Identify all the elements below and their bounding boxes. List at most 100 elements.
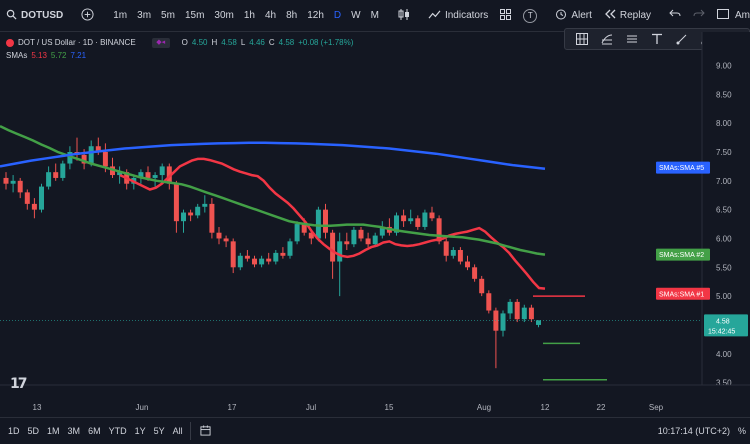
timeframe-8h[interactable]: 8h xyxy=(286,10,298,21)
candle xyxy=(450,247,456,259)
alert-button[interactable]: Alert xyxy=(549,0,598,32)
sma2-value: 5.72 xyxy=(50,51,67,60)
symbol-search[interactable]: DOTUSD xyxy=(0,0,69,32)
candle-body xyxy=(287,241,293,256)
price-tags: SMAs:SMA #5 SMAs:SMA #2 SMAs:SMA #1 4.58 15:… xyxy=(656,161,748,337)
sma-label: SMAs xyxy=(6,51,28,60)
range-ytd[interactable]: YTD xyxy=(108,426,127,436)
sma5-value: 7.21 xyxy=(70,51,87,60)
candle-body xyxy=(479,278,485,294)
timeframe-1h[interactable]: 1h xyxy=(243,10,255,21)
candle xyxy=(443,238,449,262)
range-1y[interactable]: 1Y xyxy=(134,426,146,436)
timeframe-1m[interactable]: 1m xyxy=(113,10,128,21)
candle xyxy=(181,209,186,233)
timeframe-4h[interactable]: 4h xyxy=(264,10,277,21)
sma-tag-bg xyxy=(656,161,710,174)
timeframe-M[interactable]: M xyxy=(370,10,379,21)
rewind-icon xyxy=(604,9,616,22)
indicators-button[interactable]: Indicators xyxy=(422,0,494,32)
grid-lock-icon[interactable] xyxy=(575,32,589,46)
candle xyxy=(202,195,208,213)
sma-tag: SMAs:SMA #1 xyxy=(656,287,710,300)
candle xyxy=(401,209,407,227)
grid-icon xyxy=(500,8,512,23)
candle-body xyxy=(472,267,478,279)
timeframe-3m[interactable]: 3m xyxy=(137,10,152,21)
candle xyxy=(60,160,66,181)
timeframe-D[interactable]: D xyxy=(333,10,342,21)
account-button[interactable]: Ama xyxy=(711,0,750,32)
candle-body xyxy=(10,180,16,184)
timeframe-5m[interactable]: 5m xyxy=(161,10,175,21)
candle xyxy=(39,183,44,213)
low-value: 4.46 xyxy=(249,38,265,47)
redo-button[interactable] xyxy=(687,0,711,32)
candle-body xyxy=(195,206,201,216)
candle xyxy=(17,177,23,199)
replay-button[interactable]: Replay xyxy=(598,0,657,32)
date-range-icon[interactable] xyxy=(194,424,217,438)
timeframe-W[interactable]: W xyxy=(351,10,361,21)
candle xyxy=(372,232,378,248)
candle-body xyxy=(95,146,101,152)
undo-button[interactable] xyxy=(663,0,687,32)
timeframe-12h[interactable]: 12h xyxy=(307,10,324,21)
candle-body xyxy=(273,252,279,262)
candle-body xyxy=(415,218,421,227)
layouts-button[interactable] xyxy=(494,0,517,32)
candles-icon xyxy=(398,8,410,24)
range-1d[interactable]: 1D xyxy=(8,426,20,436)
percent-toggle[interactable]: % xyxy=(737,426,746,436)
timeframe-15m[interactable]: 15m xyxy=(184,10,205,21)
indicators-icon xyxy=(428,9,441,23)
candle xyxy=(379,221,385,239)
lines-icon[interactable] xyxy=(625,32,639,46)
candle xyxy=(386,218,392,236)
candle xyxy=(358,226,364,242)
text-tool-icon[interactable] xyxy=(650,32,664,46)
range-5d[interactable]: 5D xyxy=(27,426,40,436)
candle-body xyxy=(528,307,534,320)
undo-icon xyxy=(669,9,681,22)
candle-body xyxy=(330,232,336,262)
candle-body xyxy=(536,320,541,325)
candle-body xyxy=(173,183,179,222)
compare-button[interactable] xyxy=(75,0,100,32)
time-axis[interactable]: 13 Jun 17 Jul 15 Aug 12 22 Sep xyxy=(0,384,750,412)
candle xyxy=(173,180,179,233)
candle xyxy=(521,304,527,323)
eye-dropdown-icon[interactable]: ◆◂ xyxy=(151,37,170,48)
candle xyxy=(315,206,321,242)
sma-tag-bg xyxy=(656,248,710,261)
candle-body xyxy=(188,212,194,216)
range-5y[interactable]: 5Y xyxy=(153,426,165,436)
range-3m[interactable]: 3M xyxy=(67,426,81,436)
candle xyxy=(67,146,73,170)
open-value: 4.50 xyxy=(191,38,208,47)
current-price-value: 4.58 xyxy=(716,318,730,325)
timeframe-30m[interactable]: 30m xyxy=(214,10,234,21)
t-button[interactable]: T xyxy=(517,0,543,32)
time-tick: Jul xyxy=(306,403,316,412)
candle-body xyxy=(31,203,37,210)
candle xyxy=(117,166,123,184)
range-all[interactable]: All xyxy=(172,426,183,436)
fib-icon[interactable] xyxy=(600,32,614,46)
brush-icon[interactable] xyxy=(675,32,689,46)
price-tick: 5.50 xyxy=(716,263,732,272)
clock-label[interactable]: 10:17:14 (UTC+2) xyxy=(657,426,730,436)
range-6m[interactable]: 6M xyxy=(88,426,101,436)
candle xyxy=(507,299,513,320)
candle-body xyxy=(294,224,300,242)
candle-body xyxy=(465,261,470,268)
price-chart[interactable]: 9.00 8.50 8.00 7.50 7.00 6.50 6.00 5.50 5.00 4.50… xyxy=(0,32,750,417)
price-tick: 6.00 xyxy=(716,234,732,243)
candle-body xyxy=(344,241,350,245)
range-1m[interactable]: 1M xyxy=(47,426,60,436)
account-label: Ama xyxy=(735,10,750,21)
alert-label: Alert xyxy=(571,10,592,21)
chart-type-button[interactable] xyxy=(392,0,416,32)
redo-icon xyxy=(693,9,705,22)
candle-body xyxy=(514,301,520,320)
